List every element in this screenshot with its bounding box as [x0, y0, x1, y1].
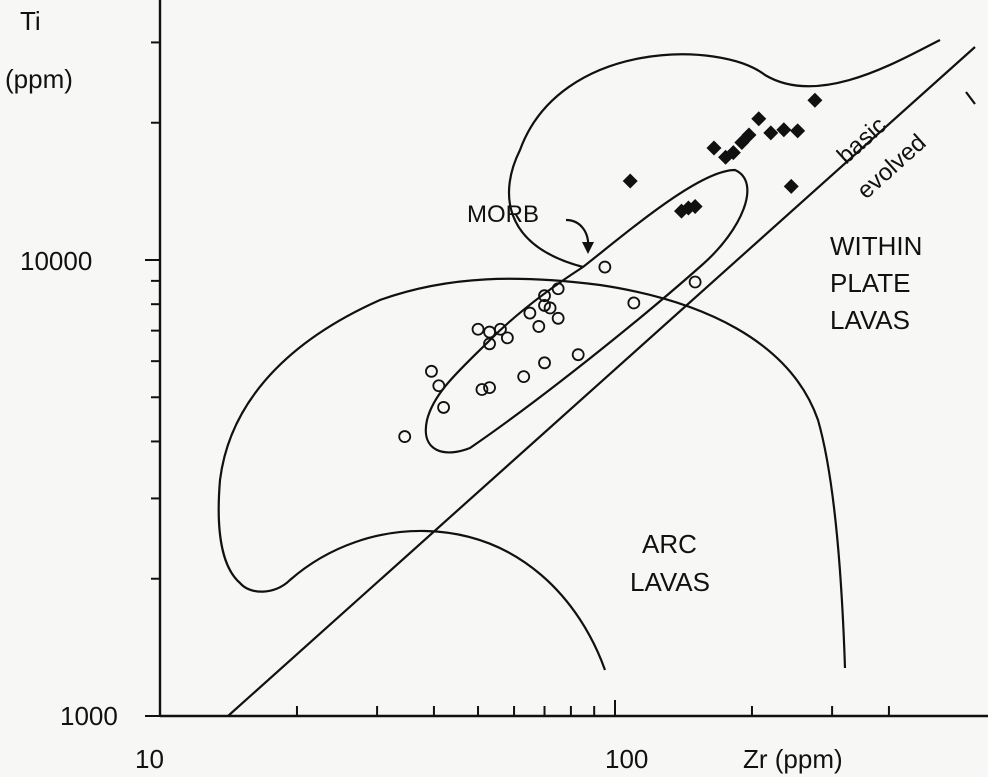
filled-diamond-point	[751, 111, 767, 127]
filled-diamond-point	[725, 145, 741, 161]
open-circle-point	[627, 296, 641, 310]
open-circle-point	[500, 331, 514, 345]
open-circle-point	[432, 379, 446, 393]
open-circle-point	[517, 370, 531, 384]
within-plate-label-line2: PLATE	[830, 268, 910, 298]
open-circle-point	[471, 322, 485, 336]
filled-diamond-point	[776, 122, 792, 138]
open-circle-point	[532, 320, 546, 333]
x-tick-label-10: 10	[135, 744, 164, 774]
open-circle-point	[475, 383, 489, 396]
open-circle-point	[598, 260, 612, 274]
open-circle-point	[571, 348, 585, 362]
arc-label-line2: LAVAS	[630, 567, 710, 597]
filled-diamond-point	[622, 173, 638, 189]
basic-evolved-divider-line	[227, 46, 976, 717]
y-tick-label-1000: 1000	[60, 701, 118, 731]
arc-field-boundary	[217, 277, 847, 671]
open-circle-point	[688, 275, 702, 289]
within-plate-field-boundary	[507, 39, 941, 269]
open-circle-point	[551, 282, 565, 296]
filled-diamond-point	[807, 92, 823, 108]
y-axis-label-line2: (ppm)	[5, 64, 73, 94]
within-plate-label-line3: LAVAS	[830, 305, 910, 335]
filled-diamond-point	[687, 199, 703, 215]
open-circle-point	[543, 301, 557, 315]
x-tick-label-100: 100	[605, 744, 648, 774]
morb-arrow-head	[582, 242, 594, 254]
basic-evolved-tick	[965, 91, 976, 105]
open-circle-point	[425, 364, 438, 378]
open-circle-point	[523, 306, 537, 320]
filled-diamond-point	[741, 127, 757, 143]
morb-label: MORB	[467, 201, 539, 228]
filled-diamond-point	[706, 140, 722, 156]
within-plate-label-line1: WITHIN	[830, 231, 922, 261]
y-tick-label-10000: 10000	[20, 246, 92, 276]
open-circle-point	[483, 325, 496, 339]
data-points	[398, 92, 823, 443]
open-circle-point	[437, 401, 450, 414]
open-circle-point	[398, 430, 412, 443]
arc-label-line1: ARC	[642, 529, 697, 559]
y-axis-label-line1: Ti	[20, 6, 41, 36]
x-axis-label: Zr (ppm)	[743, 744, 843, 774]
open-circle-point	[538, 289, 551, 303]
open-circle-point	[494, 322, 507, 336]
open-circle-point	[538, 356, 551, 370]
filled-diamond-point	[763, 125, 779, 141]
open-circle-point	[551, 311, 565, 325]
axis-ticks	[145, 41, 890, 717]
filled-diamond-point	[783, 178, 799, 194]
filled-diamond-point	[790, 123, 806, 139]
open-circle-point	[483, 381, 496, 395]
